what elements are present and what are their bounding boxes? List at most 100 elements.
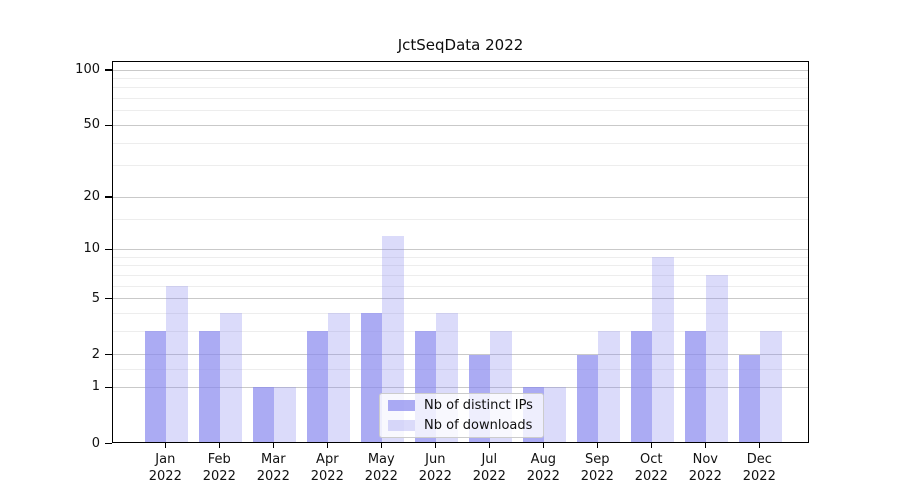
x-tick-year: 2022 bbox=[580, 469, 614, 484]
y-gridline-minor bbox=[113, 142, 808, 144]
x-tick-month: Nov bbox=[692, 452, 718, 467]
bar-downloads-jan bbox=[166, 286, 188, 442]
y-gridline-minor bbox=[113, 368, 808, 370]
x-tick-month: Sep bbox=[585, 452, 610, 467]
bar-downloads-oct bbox=[652, 257, 674, 442]
legend-label-distinct-ips: Nb of distinct IPs bbox=[424, 398, 533, 414]
x-tick-month: Apr bbox=[316, 452, 339, 467]
bar-distinct-ips-feb bbox=[198, 331, 221, 442]
x-tick bbox=[380, 443, 383, 448]
x-tick bbox=[326, 443, 329, 448]
bar-downloads-sep bbox=[598, 331, 620, 442]
x-tick-label: Feb 2022 bbox=[189, 451, 249, 485]
legend-swatch-downloads bbox=[388, 419, 415, 431]
x-tick-year: 2022 bbox=[688, 469, 722, 484]
y-gridline-minor bbox=[113, 87, 808, 89]
x-tick-label: May 2022 bbox=[351, 451, 411, 485]
bar-downloads-feb bbox=[220, 313, 242, 442]
x-tick-month: Oct bbox=[640, 452, 663, 467]
y-gridline-major bbox=[113, 298, 808, 300]
x-tick bbox=[218, 443, 221, 448]
bar-distinct-ips-nov bbox=[684, 331, 707, 442]
y-tick bbox=[105, 386, 112, 389]
legend-item-downloads: Nb of downloads bbox=[380, 416, 543, 436]
legend-item-distinct-ips: Nb of distinct IPs bbox=[380, 396, 543, 416]
y-tick-label: 0 bbox=[91, 435, 100, 451]
bar-distinct-ips-may bbox=[360, 313, 383, 442]
y-tick-label: 5 bbox=[91, 290, 100, 306]
x-tick bbox=[650, 443, 653, 448]
y-tick bbox=[105, 248, 112, 251]
y-gridline-minor bbox=[113, 330, 808, 332]
x-tick bbox=[164, 443, 167, 448]
x-tick bbox=[542, 443, 545, 448]
x-tick-year: 2022 bbox=[148, 469, 182, 484]
bar-downloads-apr bbox=[328, 313, 350, 442]
legend: Nb of distinct IPs Nb of downloads bbox=[379, 393, 544, 438]
x-tick-year: 2022 bbox=[526, 469, 560, 484]
x-tick-label: Sep 2022 bbox=[567, 451, 627, 485]
x-tick-year: 2022 bbox=[256, 469, 290, 484]
bar-downloads-dec bbox=[760, 331, 782, 442]
y-gridline-minor bbox=[113, 312, 808, 314]
x-tick bbox=[758, 443, 761, 448]
y-tick-label: 2 bbox=[91, 346, 100, 362]
plot-area bbox=[112, 61, 809, 443]
bar-downloads-aug bbox=[544, 387, 566, 442]
y-gridline-minor bbox=[113, 218, 808, 220]
x-tick-month: Dec bbox=[746, 452, 772, 467]
y-gridline-minor bbox=[113, 165, 808, 167]
y-tick bbox=[105, 196, 112, 198]
y-tick-label: 50 bbox=[83, 117, 100, 133]
y-tick-label: 1 bbox=[91, 379, 100, 395]
y-gridline-major bbox=[113, 196, 808, 198]
x-tick-label: Aug 2022 bbox=[513, 451, 573, 485]
y-gridline-minor bbox=[113, 285, 808, 287]
legend-swatch-distinct-ips bbox=[388, 400, 415, 412]
y-gridline-minor bbox=[113, 98, 808, 100]
x-tick-label: Dec 2022 bbox=[729, 451, 789, 485]
y-tick-label: 20 bbox=[83, 189, 100, 205]
x-tick-month: Jun bbox=[425, 452, 446, 467]
y-tick-label: 100 bbox=[75, 62, 100, 78]
x-tick-month: May bbox=[367, 452, 395, 467]
x-tick-year: 2022 bbox=[202, 469, 236, 484]
x-tick-label: Jul 2022 bbox=[459, 451, 519, 485]
x-tick-label: Jun 2022 bbox=[405, 451, 465, 485]
y-gridline-minor bbox=[113, 256, 808, 258]
y-tick bbox=[105, 69, 112, 71]
bar-downloads-mar bbox=[274, 387, 296, 442]
y-gridline-major bbox=[113, 124, 808, 126]
y-tick-label: 10 bbox=[83, 241, 100, 257]
bar-distinct-ips-jan bbox=[144, 331, 167, 442]
x-tick-month: Jan bbox=[155, 452, 176, 467]
y-gridline-major bbox=[113, 248, 808, 250]
x-tick-year: 2022 bbox=[418, 469, 452, 484]
y-tick bbox=[105, 297, 112, 300]
bar-downloads-nov bbox=[706, 275, 728, 442]
bar-distinct-ips-dec bbox=[738, 354, 761, 442]
bar-downloads-may bbox=[382, 235, 404, 442]
y-gridline-minor bbox=[113, 78, 808, 80]
x-tick-label: Nov 2022 bbox=[675, 451, 735, 485]
x-tick-year: 2022 bbox=[742, 469, 776, 484]
x-tick-label: Mar 2022 bbox=[243, 451, 303, 485]
x-tick-month: Jul bbox=[481, 452, 498, 467]
x-tick-label: Oct 2022 bbox=[621, 451, 681, 485]
x-tick bbox=[596, 443, 599, 448]
y-gridline-major bbox=[113, 69, 808, 71]
x-tick bbox=[272, 443, 275, 448]
x-tick-year: 2022 bbox=[472, 469, 506, 484]
x-tick-label: Jan 2022 bbox=[135, 451, 195, 485]
x-tick-month: Aug bbox=[530, 452, 556, 467]
x-tick bbox=[704, 443, 707, 448]
x-tick bbox=[434, 443, 437, 448]
y-gridline-major bbox=[113, 386, 808, 388]
y-tick bbox=[105, 124, 112, 127]
y-tick bbox=[105, 353, 112, 356]
x-tick-label: Apr 2022 bbox=[297, 451, 357, 485]
bar-distinct-ips-apr bbox=[306, 331, 329, 442]
y-gridline-minor bbox=[113, 265, 808, 267]
legend-label-downloads: Nb of downloads bbox=[424, 417, 533, 433]
